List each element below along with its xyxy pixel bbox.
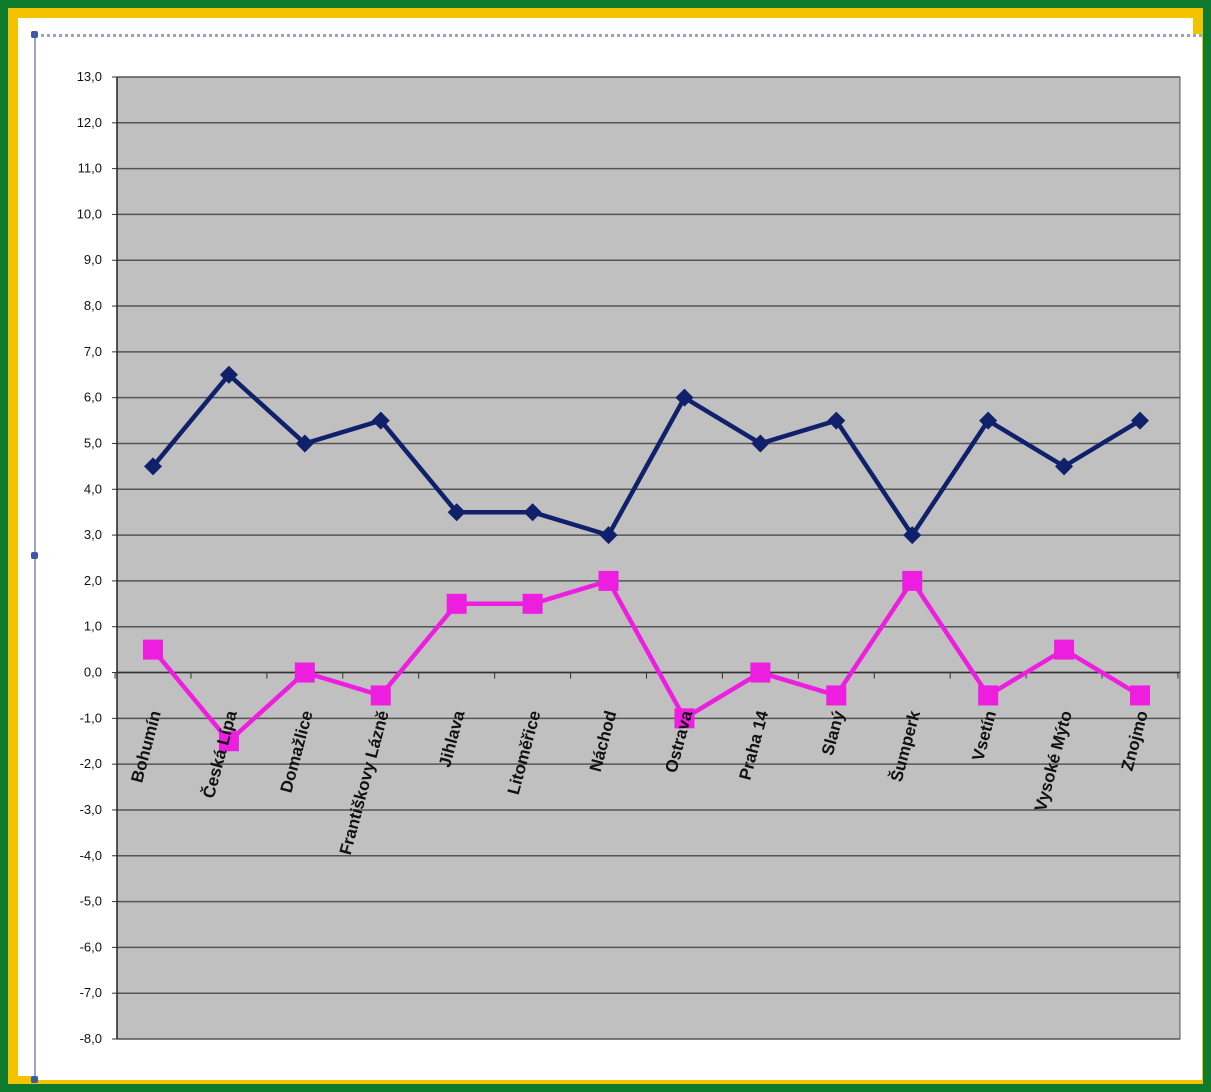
x-axis	[114, 671, 1180, 679]
y-tick-label: 12,0	[77, 115, 102, 130]
series-2-point	[674, 708, 695, 729]
series-2-point	[143, 639, 163, 660]
series-1-point	[295, 434, 314, 453]
series-2-point	[218, 731, 239, 752]
y-tick-label: 3,0	[84, 527, 102, 542]
y-tick-label: 13,0	[77, 69, 102, 84]
series-2-point	[522, 593, 543, 614]
series-2-point	[978, 685, 999, 706]
series-2-point	[598, 570, 619, 591]
y-tick-label: 2,0	[84, 573, 102, 588]
series-2-point	[902, 570, 923, 591]
resize-handle-mid-left[interactable]	[31, 552, 38, 559]
y-tick-label: -2,0	[80, 756, 102, 771]
series-2-point	[1054, 639, 1075, 660]
y-tick-label: -4,0	[80, 848, 102, 863]
y-tick-label: 6,0	[84, 390, 102, 405]
y-tick-label: 7,0	[84, 344, 102, 359]
series-1-point	[751, 434, 770, 453]
series-1-point	[599, 526, 618, 545]
y-tick-label: -6,0	[80, 939, 102, 954]
series-1-point	[675, 388, 694, 407]
gridlines	[112, 76, 1180, 1040]
y-tick-label: -7,0	[80, 985, 102, 1000]
plot-area	[116, 76, 1181, 1040]
series-1-point	[827, 411, 846, 430]
series-1-point	[903, 526, 922, 545]
y-tick-label: -8,0	[80, 1031, 102, 1046]
series-1-point	[979, 411, 998, 430]
series-2-point	[370, 685, 391, 706]
series-1-point	[523, 503, 542, 522]
resize-handle-bottom-left[interactable]	[31, 1076, 38, 1083]
series-1-point	[1131, 411, 1149, 430]
series-1-line	[151, 372, 1142, 538]
series-2-line	[151, 578, 1142, 744]
series-lines	[151, 372, 1142, 744]
y-tick-label: 9,0	[84, 252, 102, 267]
y-axis-tick-labels: 13,0 12,0 11,0 10,0 9,0 8,0 7,0 6,0 5,0 4,0 3,0 2,0…	[77, 69, 102, 1046]
series-1-point	[1055, 457, 1074, 476]
series-1-point	[219, 365, 238, 384]
series-2-point	[1130, 685, 1150, 706]
y-tick-label: 4,0	[84, 481, 102, 496]
series-markers	[143, 365, 1150, 752]
resize-handle-top-left[interactable]	[31, 31, 38, 38]
y-tick-label: 1,0	[84, 619, 102, 634]
y-tick-label: 0,0	[84, 665, 102, 680]
y-tick-label: -1,0	[80, 710, 102, 725]
series-2-point	[446, 593, 467, 614]
y-tick-label: 10,0	[77, 206, 102, 221]
y-tick-label: -3,0	[80, 802, 102, 817]
y-tick-label: -5,0	[80, 894, 102, 909]
y-tick-label: 11,0	[78, 161, 102, 176]
y-tick-label: 5,0	[84, 435, 102, 450]
series-2-point	[294, 662, 315, 683]
series-2-point	[750, 662, 771, 683]
series-1-point	[371, 411, 390, 430]
series-1-point	[144, 457, 162, 476]
series-2-point	[826, 685, 847, 706]
y-tick-label: 8,0	[84, 298, 102, 313]
series-1-point	[447, 503, 466, 522]
